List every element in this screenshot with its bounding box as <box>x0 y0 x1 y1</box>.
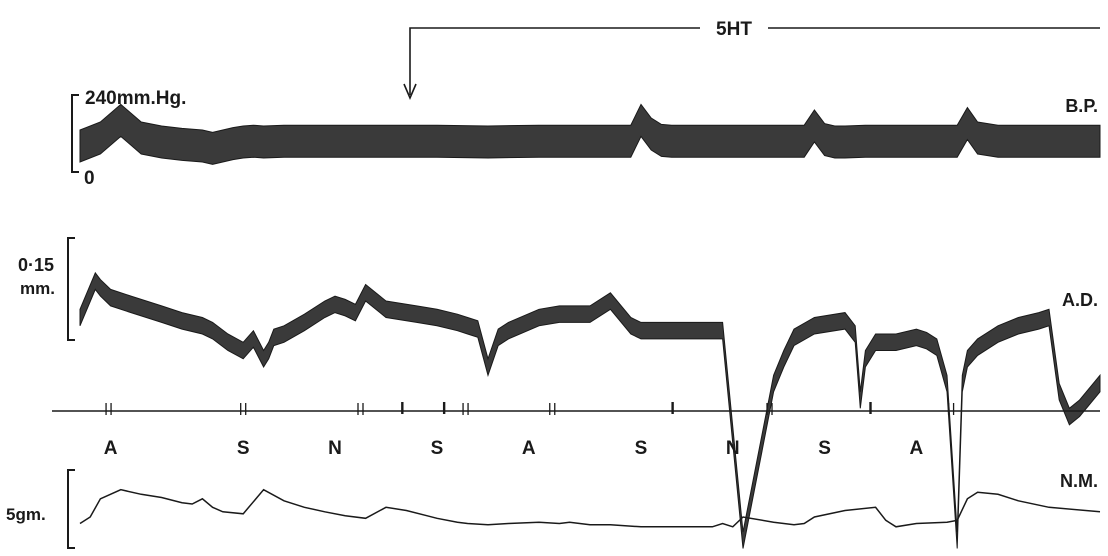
nm-scale-bracket <box>67 469 75 549</box>
drug-bar: 5HT <box>403 19 1100 101</box>
ad-trace <box>79 271 1101 549</box>
drug-bar-label: 5HT <box>716 19 752 40</box>
injection-label: S <box>237 438 250 459</box>
injection-label: S <box>635 438 648 459</box>
injection-label: A <box>522 438 536 459</box>
bp-trace <box>79 103 1101 165</box>
labels: B.P. A.D. N.M. 240mm.Hg. 0 0·15 mm. 5gm. A S N S A S N… <box>6 88 1098 524</box>
signal-line <box>52 402 1100 415</box>
ad-scale-unit-label: mm. <box>20 279 55 298</box>
ad-scale-top-label: 0·15 <box>18 255 54 275</box>
bp-scale-bracket <box>71 94 79 173</box>
scale-brackets <box>67 94 79 549</box>
bp-scale-top-label: 240mm.Hg. <box>85 88 186 109</box>
drug-bar-line-left <box>409 27 700 95</box>
ad-trace-name: A.D. <box>1062 290 1098 310</box>
traces <box>79 103 1101 549</box>
injection-label: A <box>104 438 118 459</box>
nm-trace <box>79 488 1101 528</box>
injection-label: S <box>431 438 444 459</box>
injection-label: A <box>910 438 924 459</box>
nm-scale-label: 5gm. <box>6 505 46 524</box>
injection-label: S <box>818 438 831 459</box>
nm-trace-name: N.M. <box>1060 471 1098 491</box>
bp-trace-name: B.P. <box>1065 96 1098 116</box>
ad-scale-bracket <box>67 237 75 341</box>
injection-label: N <box>726 438 740 459</box>
arrow-down-icon <box>403 83 417 101</box>
bp-scale-bottom-label: 0 <box>84 168 95 189</box>
injection-label: N <box>328 438 342 459</box>
